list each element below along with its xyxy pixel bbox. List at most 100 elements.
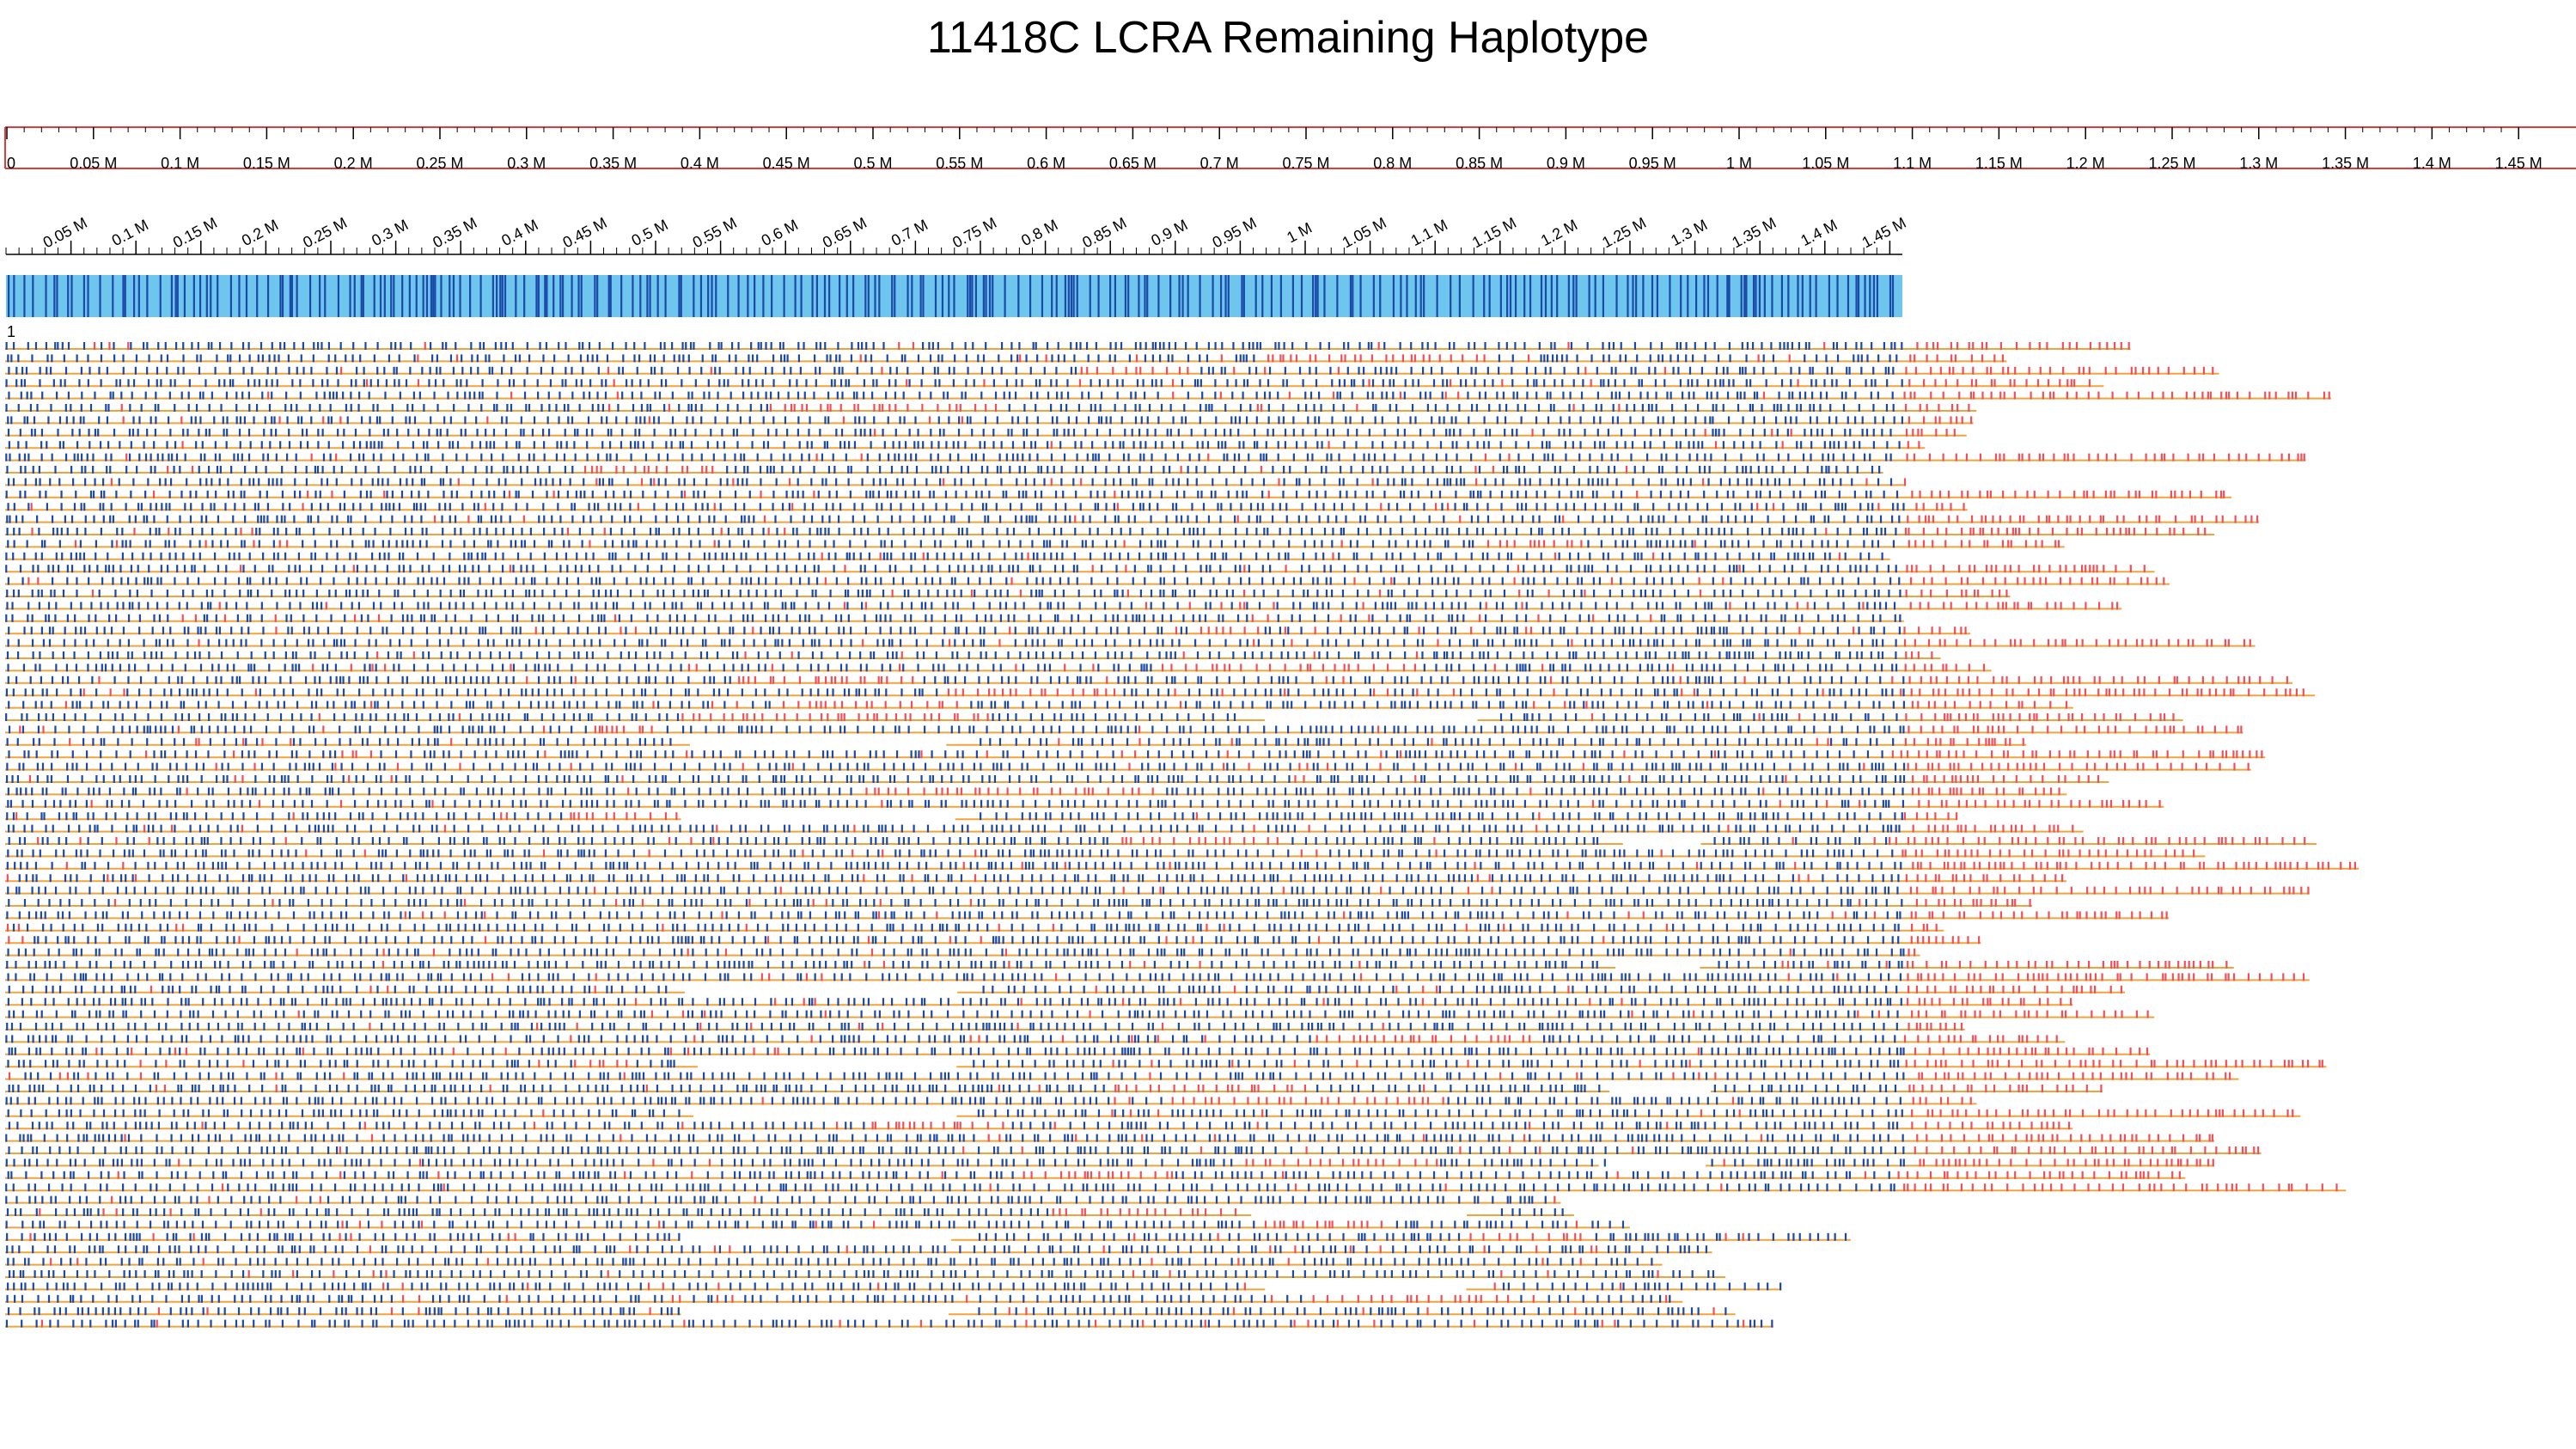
molecule-label-site	[1581, 490, 1584, 498]
molecule-label-site	[681, 441, 685, 449]
molecule-label-site	[211, 391, 213, 400]
molecule-label-site	[1425, 391, 1427, 400]
molecule-label-site	[9, 453, 11, 462]
molecule-label-site	[1445, 466, 1448, 474]
reference-label-site	[1187, 275, 1189, 317]
molecule-label-site	[639, 379, 642, 388]
molecule-label-site	[295, 453, 297, 462]
molecule-row[interactable]	[5, 428, 1967, 437]
molecule-label-site	[769, 404, 772, 412]
molecule-label-site	[1249, 503, 1253, 511]
molecule-label-site	[1282, 404, 1285, 412]
molecule-label-site	[127, 342, 130, 350]
molecule-label-site	[1070, 342, 1072, 350]
molecule-label-site	[38, 466, 40, 474]
molecule-label-site	[671, 342, 674, 350]
molecule-label-site	[547, 540, 551, 548]
molecule-label-site	[547, 428, 551, 437]
molecule-label-site	[1596, 391, 1599, 400]
molecule-label-site	[113, 342, 115, 350]
reference-map-bar[interactable]	[6, 275, 1902, 317]
molecule-label-site	[1100, 391, 1103, 400]
molecule-row[interactable]	[5, 453, 2306, 462]
molecule-row[interactable]	[5, 577, 2170, 585]
molecule-label-site	[1169, 466, 1171, 474]
molecule-label-site	[379, 416, 382, 425]
molecule-row[interactable]	[5, 404, 1977, 412]
molecule-label-site	[810, 478, 813, 486]
molecule-row[interactable]	[5, 441, 1926, 449]
molecule-row[interactable]	[5, 391, 2332, 400]
molecule-label-site	[1238, 441, 1241, 449]
molecule-row[interactable]	[5, 528, 2215, 535]
molecule-label-site	[456, 391, 459, 400]
molecule-row[interactable]	[5, 503, 1968, 511]
molecule-label-site	[352, 565, 355, 573]
molecule-row[interactable]	[5, 565, 2155, 573]
molecule-label-site	[1187, 478, 1189, 486]
molecule-label-site	[1811, 391, 1814, 400]
molecule-row[interactable]	[5, 478, 1907, 486]
molecule-label-site	[1865, 565, 1868, 573]
molecule-row[interactable]	[5, 379, 2104, 388]
molecule-alignments[interactable]: 1	[5, 323, 2359, 1328]
molecule-label-site	[998, 354, 1000, 363]
molecule-row[interactable]	[5, 416, 1974, 425]
molecule-label-site	[781, 503, 784, 511]
molecule-label-site	[653, 366, 656, 375]
molecule-row[interactable]	[5, 466, 1883, 474]
molecule-label-site	[1075, 490, 1077, 498]
molecule-row[interactable]	[5, 540, 2065, 548]
molecule-row[interactable]	[5, 354, 2007, 363]
molecule-label-site	[1321, 540, 1323, 548]
molecule-label-site	[1886, 441, 1889, 449]
molecule-label-site	[1641, 404, 1644, 412]
molecule-label-site	[526, 366, 528, 375]
molecule-label-site	[21, 515, 24, 523]
molecule-row[interactable]	[5, 515, 2259, 523]
molecule-label-site	[1135, 478, 1138, 486]
molecule-label-site	[1865, 528, 1868, 535]
molecule-label-site	[350, 391, 352, 400]
molecule-label-site	[321, 565, 324, 573]
molecule-row[interactable]	[5, 342, 2131, 350]
molecule-row[interactable]	[5, 366, 2219, 375]
reference-label-site	[1815, 275, 1817, 317]
molecule-label-site	[1633, 466, 1636, 474]
molecule-label-site	[1300, 528, 1303, 535]
molecule-label-site	[1138, 428, 1141, 437]
molecule-label-site	[1914, 366, 1918, 375]
molecule-label-site	[345, 354, 347, 363]
molecule-label-site	[1361, 416, 1364, 425]
molecule-label-site	[2061, 342, 2064, 350]
molecule-label-site	[1970, 515, 1974, 523]
molecule-label-site	[805, 379, 808, 388]
molecule-label-site	[1745, 379, 1748, 388]
molecule-label-site	[865, 342, 868, 350]
molecule-label-site	[316, 466, 320, 474]
molecule-label-site	[449, 416, 452, 425]
molecule-row[interactable]	[5, 490, 2231, 498]
molecule-label-site	[1015, 366, 1017, 375]
molecule-label-site	[913, 552, 917, 560]
molecule-row[interactable]	[5, 552, 1890, 560]
molecule-label-site	[273, 416, 276, 425]
molecule-label-site	[1466, 503, 1468, 511]
molecule-label-site	[1108, 453, 1111, 462]
molecule-label-site	[174, 379, 176, 388]
molecule-label-site	[157, 404, 160, 412]
molecule-label-site	[204, 515, 208, 523]
molecule-label-site	[1824, 552, 1827, 560]
molecule-label-site	[505, 441, 508, 449]
molecule-label-site	[1517, 466, 1521, 474]
molecule-label-site	[253, 565, 256, 573]
molecule-label-site	[620, 528, 623, 535]
molecule-label-site	[578, 528, 581, 535]
molecule-label-site	[1685, 503, 1688, 511]
molecule-label-site	[98, 416, 101, 425]
molecule-label-site	[1744, 466, 1748, 474]
molecule-label-site	[1668, 503, 1670, 511]
molecule-label-site	[511, 528, 515, 535]
molecule-label-site	[1727, 416, 1731, 425]
molecule-label-site	[629, 441, 632, 449]
